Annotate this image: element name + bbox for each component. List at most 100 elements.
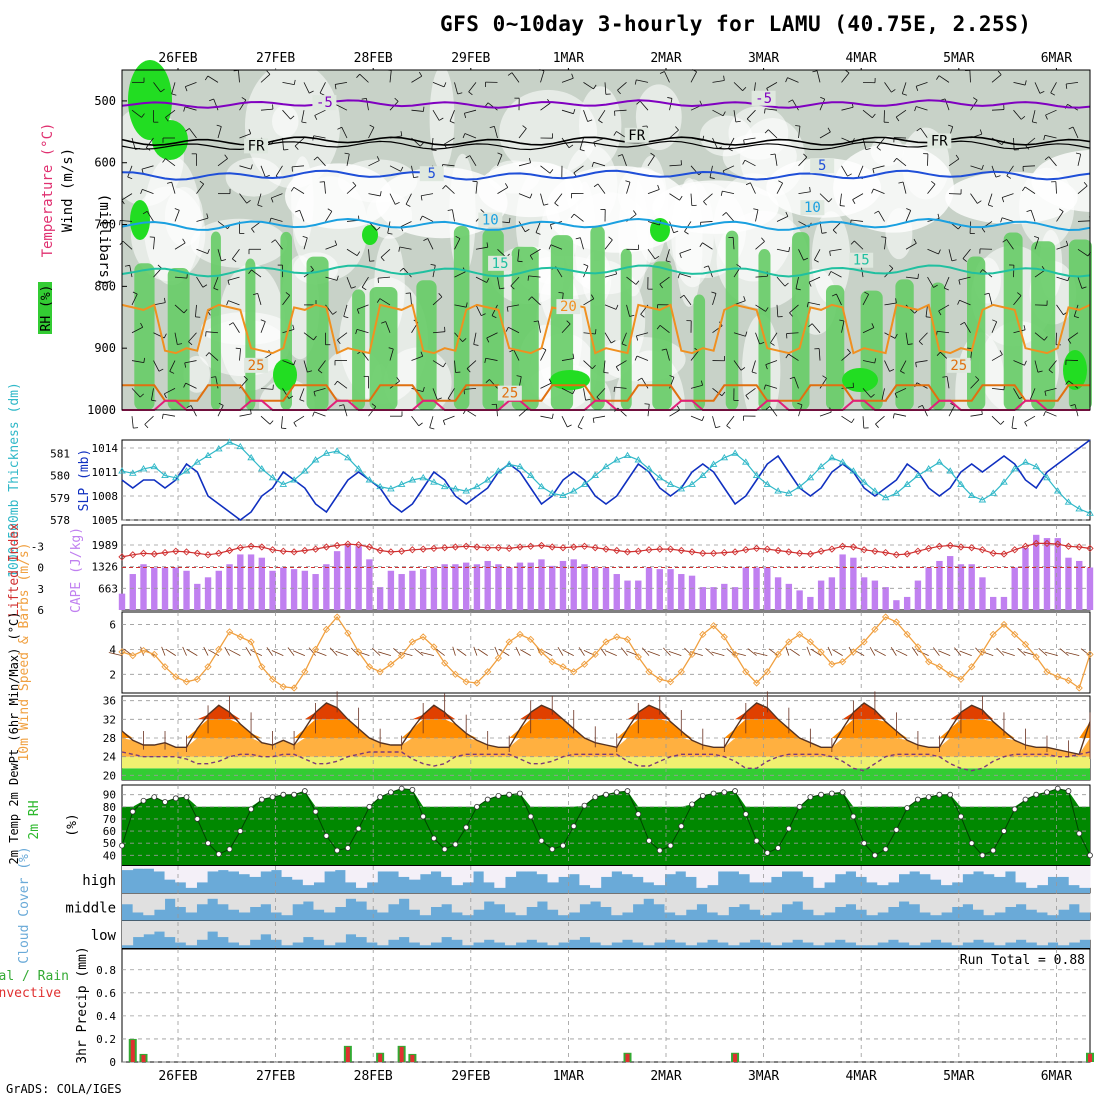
cloud-middle-cell: [186, 893, 197, 912]
cloud-middle-cell: [399, 893, 410, 898]
cloud-middle-cell: [973, 893, 984, 909]
cloud-low-cell: [452, 921, 463, 940]
date-label-bottom: 28FEB: [354, 1069, 393, 1084]
rh-point: [292, 792, 297, 797]
cloud-high-cell: [260, 866, 271, 871]
date-label-bottom: 3MAR: [748, 1069, 779, 1084]
cloud-high-cell: [984, 866, 995, 874]
cloud-high-cell: [377, 866, 388, 871]
cloud-high-cell: [601, 866, 612, 877]
cloud-low-cell: [430, 921, 441, 943]
cloud-low-cell: [845, 921, 856, 943]
cloud-middle-cell: [888, 893, 899, 907]
wind-barb-flag: [432, 150, 437, 151]
surface-wind-barb: [474, 647, 477, 656]
cloud-low-cell: [633, 921, 644, 943]
cloud-high-cell: [452, 866, 463, 885]
wind-barb-flag: [423, 107, 424, 112]
contour-label: 5: [818, 158, 826, 174]
cloud-high-cell: [122, 866, 133, 870]
cloud-low-cell: [952, 921, 963, 946]
cloud-middle-cell: [516, 893, 527, 915]
cloud-low-cell: [356, 921, 367, 937]
cape-bar: [216, 571, 222, 610]
cloud-high-cell: [505, 866, 516, 877]
cloud-middle-cell: [282, 893, 293, 915]
surface-wind-barb: [938, 651, 950, 656]
temp-tick-label: 28: [103, 732, 116, 745]
surface-wind-barb: [790, 649, 800, 656]
surface-wind-barb: [293, 651, 305, 656]
cape-axis-label: CAPE (J/kg): [69, 527, 84, 613]
surface-wind-barb: [225, 647, 230, 655]
wind-barb: [1012, 416, 1013, 428]
surface-wind-barb: [267, 647, 273, 655]
rh-tick-label: 90: [103, 789, 116, 802]
precip-convective-bar: [378, 1054, 382, 1062]
rh-point: [184, 795, 189, 800]
wind-barb: [820, 412, 831, 416]
cloud-middle-cell: [356, 893, 367, 901]
cloud-high-cell: [516, 866, 527, 871]
rh-moist-column: [726, 231, 739, 410]
wind-barb: [163, 414, 175, 416]
cape-bar: [990, 597, 996, 610]
precip-convective-bar: [626, 1054, 630, 1062]
cloud-low-cell: [537, 921, 548, 943]
cloud-middle-cell: [877, 893, 888, 912]
wind-tick-label: 6: [109, 618, 116, 631]
rh-point: [507, 792, 512, 797]
cloud-middle-cell: [994, 893, 1005, 912]
cloud-low-cell: [569, 921, 580, 940]
surface-wind-barb: [288, 648, 294, 656]
cloud-low-cell: [771, 921, 782, 946]
cloud-low-cell: [441, 921, 452, 937]
cloud-low-cell: [728, 921, 739, 946]
rh-point: [163, 799, 168, 804]
cape-bar: [700, 587, 706, 610]
cape-bar: [130, 574, 136, 610]
cloud-low-cell: [547, 921, 558, 946]
credit-label: GrADS: COLA/IGES: [6, 1082, 122, 1096]
surface-wind-barb: [495, 647, 499, 656]
rh-tick-label: 50: [103, 837, 116, 850]
rh-tick-label: 60: [103, 825, 116, 838]
cloud-middle-cell: [750, 893, 761, 909]
cloud-high-cell: [335, 866, 346, 870]
rh-point: [378, 795, 383, 800]
cloud-high-cell: [537, 866, 548, 874]
cloud-middle-cell: [207, 893, 218, 898]
cloud-low-cell: [899, 921, 910, 943]
cloud-low-cell: [590, 921, 601, 943]
rh-point: [765, 850, 770, 855]
surface-wind-barb: [558, 647, 563, 655]
surface-wind-barb: [832, 649, 842, 655]
cloud-high-cell: [1058, 866, 1069, 877]
cape-bar: [345, 545, 351, 610]
wind-barb-flag: [133, 428, 138, 429]
cloud-high-cell: [143, 866, 154, 869]
rh-point: [862, 841, 867, 846]
cloud-low-cell: [239, 921, 250, 946]
cape-bar: [1076, 561, 1082, 610]
cape-bar: [581, 564, 587, 610]
cape-bar: [614, 574, 620, 610]
date-label-top: 1MAR: [553, 51, 584, 66]
cloud-high-cell: [952, 866, 963, 882]
slp-frame: [122, 440, 1090, 520]
contour-label: -5: [755, 91, 772, 107]
wind-barb: [132, 416, 133, 428]
wind-barb: [1025, 416, 1035, 422]
precip-convective-bar: [142, 1055, 146, 1062]
thickness-tick-label: 581: [50, 447, 70, 460]
cloud-middle-cell: [792, 893, 803, 901]
temp-tick-label: 24: [103, 751, 117, 764]
cloud-high-cell: [154, 866, 165, 871]
rh-point: [808, 795, 813, 800]
precip-tick-label: 0.8: [96, 964, 116, 977]
precip-tick-label: 0: [109, 1056, 116, 1069]
cloud-high-cell: [218, 866, 229, 870]
cloud-low-cell: [601, 921, 612, 946]
wind-barb: [875, 416, 884, 424]
rh-point: [819, 792, 824, 797]
